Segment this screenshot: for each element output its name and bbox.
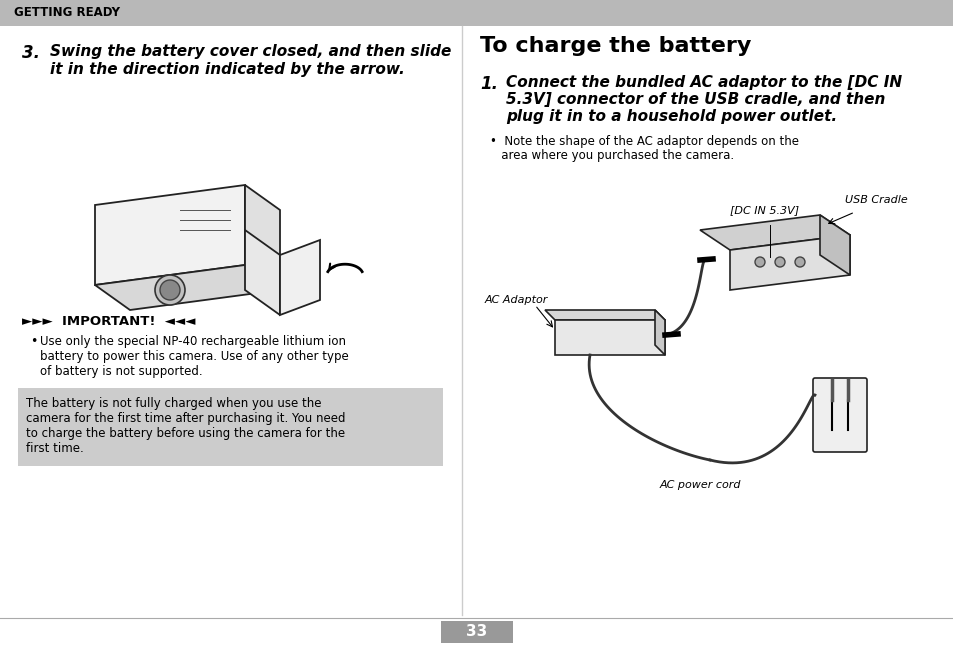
Text: 33: 33: [466, 625, 487, 640]
Text: camera for the first time after purchasing it. You need: camera for the first time after purchasi…: [26, 412, 345, 425]
Text: The battery is not fully charged when you use the: The battery is not fully charged when yo…: [26, 397, 321, 410]
Text: ►►►  IMPORTANT!  ◄◄◄: ►►► IMPORTANT! ◄◄◄: [22, 315, 195, 328]
Polygon shape: [95, 265, 280, 310]
Text: GETTING READY: GETTING READY: [14, 6, 120, 19]
Text: Swing the battery cover closed, and then slide: Swing the battery cover closed, and then…: [50, 44, 451, 59]
Text: battery to power this camera. Use of any other type: battery to power this camera. Use of any…: [40, 350, 349, 363]
Text: Connect the bundled AC adaptor to the [DC IN: Connect the bundled AC adaptor to the [D…: [505, 75, 902, 90]
Circle shape: [794, 257, 804, 267]
Polygon shape: [544, 310, 664, 320]
Text: it in the direction indicated by the arrow.: it in the direction indicated by the arr…: [50, 62, 404, 77]
Text: of battery is not supported.: of battery is not supported.: [40, 365, 202, 378]
Bar: [440, 621, 513, 643]
Polygon shape: [729, 235, 849, 290]
Text: [DC IN 5.3V]: [DC IN 5.3V]: [729, 205, 799, 215]
Text: first time.: first time.: [26, 442, 84, 455]
Text: •: •: [30, 335, 37, 348]
Polygon shape: [655, 310, 664, 355]
Text: Use only the special NP-40 rechargeable lithium ion: Use only the special NP-40 rechargeable …: [40, 335, 346, 348]
Polygon shape: [555, 320, 664, 355]
Text: 5.3V] connector of the USB cradle, and then: 5.3V] connector of the USB cradle, and t…: [505, 92, 884, 107]
Polygon shape: [820, 215, 849, 275]
FancyBboxPatch shape: [812, 378, 866, 452]
Text: AC power cord: AC power cord: [659, 480, 740, 490]
Bar: [18, 388, 442, 466]
Text: AC Adaptor: AC Adaptor: [484, 295, 548, 305]
Text: •  Note the shape of the AC adaptor depends on the: • Note the shape of the AC adaptor depen…: [490, 135, 799, 148]
Polygon shape: [95, 185, 245, 285]
Circle shape: [754, 257, 764, 267]
Text: USB Cradle: USB Cradle: [844, 195, 907, 205]
Text: 3.: 3.: [22, 44, 40, 62]
Polygon shape: [245, 185, 280, 290]
Polygon shape: [280, 240, 319, 315]
Text: plug it in to a household power outlet.: plug it in to a household power outlet.: [505, 109, 836, 124]
Polygon shape: [700, 215, 849, 250]
Polygon shape: [245, 230, 280, 315]
Text: to charge the battery before using the camera for the: to charge the battery before using the c…: [26, 427, 345, 440]
Circle shape: [154, 275, 185, 305]
Text: 1.: 1.: [479, 75, 497, 93]
Bar: [0, 0, 953, 26]
Text: area where you purchased the camera.: area where you purchased the camera.: [490, 149, 734, 162]
Circle shape: [774, 257, 784, 267]
Text: To charge the battery: To charge the battery: [479, 36, 751, 56]
Circle shape: [160, 280, 180, 300]
